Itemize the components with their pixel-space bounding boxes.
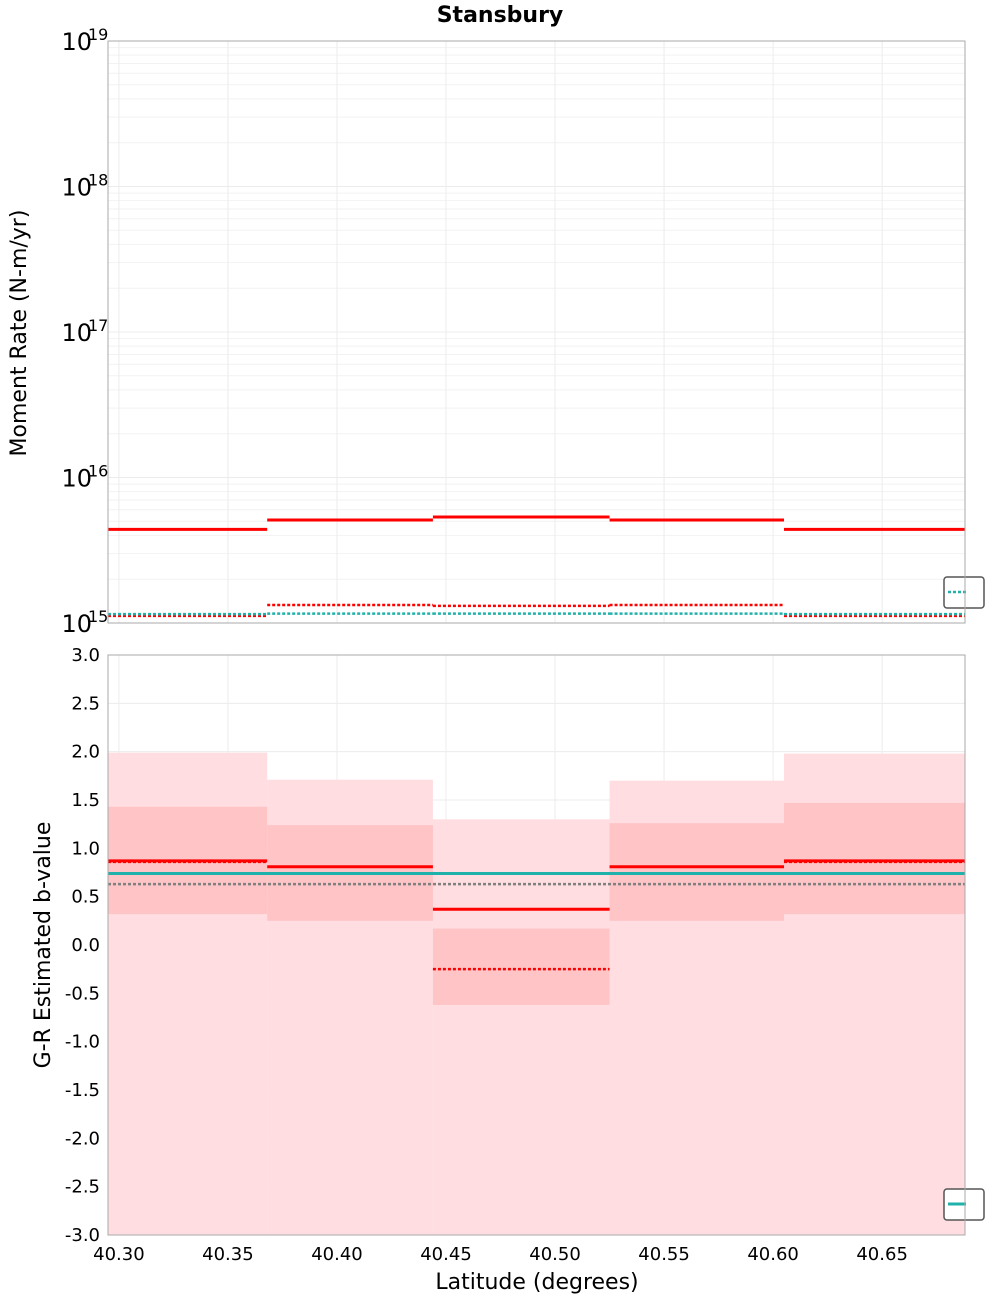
top-y-tick-base: 10 <box>61 319 92 347</box>
x-tick-label: 40.65 <box>856 1244 908 1265</box>
x-axis-label: Latitude (degrees) <box>435 1270 638 1295</box>
bottom-y-tick-label: 1.5 <box>71 790 100 811</box>
x-tick-label: 40.30 <box>93 1244 145 1265</box>
bottom-y-tick-label: -1.0 <box>65 1032 100 1053</box>
bottom-y-tick-label: -2.0 <box>65 1128 100 1149</box>
bottom-y-tick-label: -2.5 <box>65 1177 100 1198</box>
bottom-y-tick-label: 2.0 <box>71 742 100 763</box>
bottom-inner-band <box>432 928 610 1005</box>
x-tick-label: 40.60 <box>747 1244 799 1265</box>
bottom-y-tick-label: 2.5 <box>71 693 100 714</box>
bottom-y-tick-label: 0.5 <box>71 887 100 908</box>
top-y-tick-base: 10 <box>61 610 92 638</box>
top-y-tick-exponent: 17 <box>88 316 108 335</box>
top-y-axis-label: Moment Rate (N-m/yr) <box>7 210 32 457</box>
x-tick-label: 40.55 <box>638 1244 690 1265</box>
top-y-tick-base: 10 <box>61 28 92 56</box>
bottom-inner-band <box>784 802 965 915</box>
chart-title: Stansbury <box>437 3 564 28</box>
bottom-y-tick-label: -1.5 <box>65 1080 100 1101</box>
top-y-tick-exponent: 19 <box>88 25 108 44</box>
bottom-panel: 3.0 2.5 2.0 1.5 1.0 0.5 0.0 -0.5 -1.0 -1.5 -2.0 -2.… <box>65 645 985 1265</box>
bottom-y-tick-label: -3.0 <box>65 1225 100 1246</box>
top-y-tick-exponent: 15 <box>88 607 108 626</box>
bottom-y-tick-label: 0.0 <box>71 935 100 956</box>
x-tick-label: 40.45 <box>420 1244 472 1265</box>
top-y-tick-exponent: 16 <box>88 462 108 481</box>
bottom-y-tick-label: -0.5 <box>65 983 100 1004</box>
top-y-tick-base: 10 <box>61 174 92 202</box>
x-tick-label: 40.40 <box>311 1244 363 1265</box>
top-y-tick-base: 10 <box>61 465 92 493</box>
bottom-outer-band <box>432 819 610 1235</box>
bottom-y-tick-label: 1.0 <box>71 838 100 859</box>
x-tick-label: 40.50 <box>529 1244 581 1265</box>
x-tick-label: 40.35 <box>202 1244 254 1265</box>
bottom-y-axis-label: G-R Estimated b-value <box>31 822 56 1069</box>
bottom-plot-frame <box>107 654 966 1236</box>
top-y-tick-exponent: 18 <box>88 171 108 190</box>
top-plot-frame <box>107 40 966 624</box>
bottom-y-tick-label: 3.0 <box>71 645 100 666</box>
